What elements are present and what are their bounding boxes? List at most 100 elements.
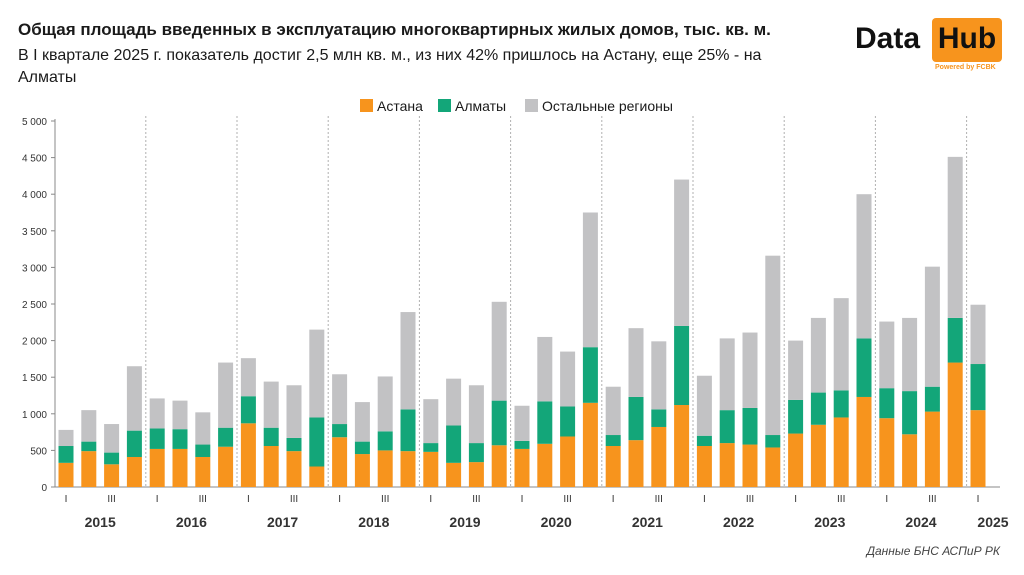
y-tick-label: 4 000 [22,190,47,201]
legend-swatch [438,99,451,112]
bar-almaty [537,401,553,444]
bar-other [240,358,256,397]
bar-astana [491,445,507,487]
quarter-label: I [612,494,615,505]
bar-other [286,385,302,438]
quarter-label: I [977,494,980,505]
bar-other [947,156,963,318]
bar-almaty [149,428,165,449]
bar-other [514,405,530,441]
bar-other [149,398,165,429]
year-label: 2021 [632,514,663,530]
logo-word-data: Data [855,22,921,55]
year-label: 2023 [814,514,845,530]
bar-astana [628,440,644,487]
bar-almaty [674,325,690,406]
bar-other [810,317,826,393]
bar-almaty [309,417,325,467]
bar-other [582,212,598,348]
bar-astana [172,448,188,487]
bar-astana [126,456,142,487]
bar-astana [354,454,370,487]
bar-almaty [377,431,393,451]
datahub-logo: Data Hub Powered by FCBK [855,12,1015,72]
bar-astana [240,423,256,487]
bar-astana [810,424,826,487]
logo-word-hub: Hub [932,18,1002,62]
bar-other [696,375,712,436]
bar-astana [696,446,712,487]
quarter-label: I [65,494,68,505]
quarter-label: I [885,494,888,505]
bar-astana [902,434,918,487]
bar-other [377,376,393,432]
bar-almaty [468,443,484,463]
bar-almaty [947,317,963,363]
bar-astana [605,446,621,487]
bar-astana [788,433,804,487]
bar-astana [537,443,553,487]
bar-astana [879,418,895,487]
quarter-label: I [429,494,432,505]
bar-almaty [58,446,74,463]
bar-almaty [514,440,530,449]
bar-other [446,378,462,426]
bar-other [879,321,895,389]
year-label: 2025 [977,514,1008,530]
bar-astana [218,446,234,487]
year-label: 2018 [358,514,389,530]
bar-almaty [651,409,667,427]
bar-other [674,179,690,326]
quarter-label: III [837,494,845,505]
bar-other [628,328,644,397]
bar-other [970,304,986,365]
quarter-label: III [381,494,389,505]
bar-almaty [719,410,735,444]
bar-other [468,385,484,444]
bar-almaty [879,388,895,419]
y-tick-label: 1 000 [22,410,47,421]
year-label: 2019 [449,514,480,530]
bar-astana [423,451,439,487]
bar-other [309,329,325,418]
year-label: 2015 [85,514,116,530]
bar-almaty [582,347,598,403]
legend-label: Алматы [455,98,506,114]
legend-swatch [525,99,538,112]
bar-almaty [902,391,918,435]
bar-almaty [833,390,849,418]
bar-other [81,410,97,442]
quarter-label: I [156,494,159,505]
bar-astana [309,466,325,487]
bar-other [833,298,849,391]
bar-astana [149,448,165,487]
bar-almaty [605,435,621,447]
bar-almaty [195,444,211,457]
bar-almaty [924,386,940,412]
bar-astana [332,437,348,487]
bar-almaty [446,425,462,463]
bar-other [491,301,507,401]
quarter-label: III [746,494,754,505]
bar-almaty [104,452,120,465]
bar-other [104,424,120,453]
quarter-label: I [703,494,706,505]
bar-other [605,386,621,436]
logo-powered-by: Powered by FCBK [935,64,996,71]
bar-almaty [286,437,302,452]
bar-astana [377,450,393,487]
y-tick-label: 3 000 [22,263,47,274]
bar-astana [195,456,211,487]
bar-almaty [240,396,256,424]
quarter-label: III [655,494,663,505]
quarter-label: III [199,494,207,505]
bar-astana [674,405,690,487]
y-tick-label: 2 500 [22,300,47,311]
bar-astana [719,443,735,487]
bar-astana [947,362,963,487]
y-tick-label: 1 500 [22,373,47,384]
y-tick-label: 500 [30,446,47,457]
bar-astana [833,417,849,487]
chart-subtitle: В I квартале 2025 г. показатель достиг 2… [18,47,762,86]
bar-astana [446,462,462,487]
